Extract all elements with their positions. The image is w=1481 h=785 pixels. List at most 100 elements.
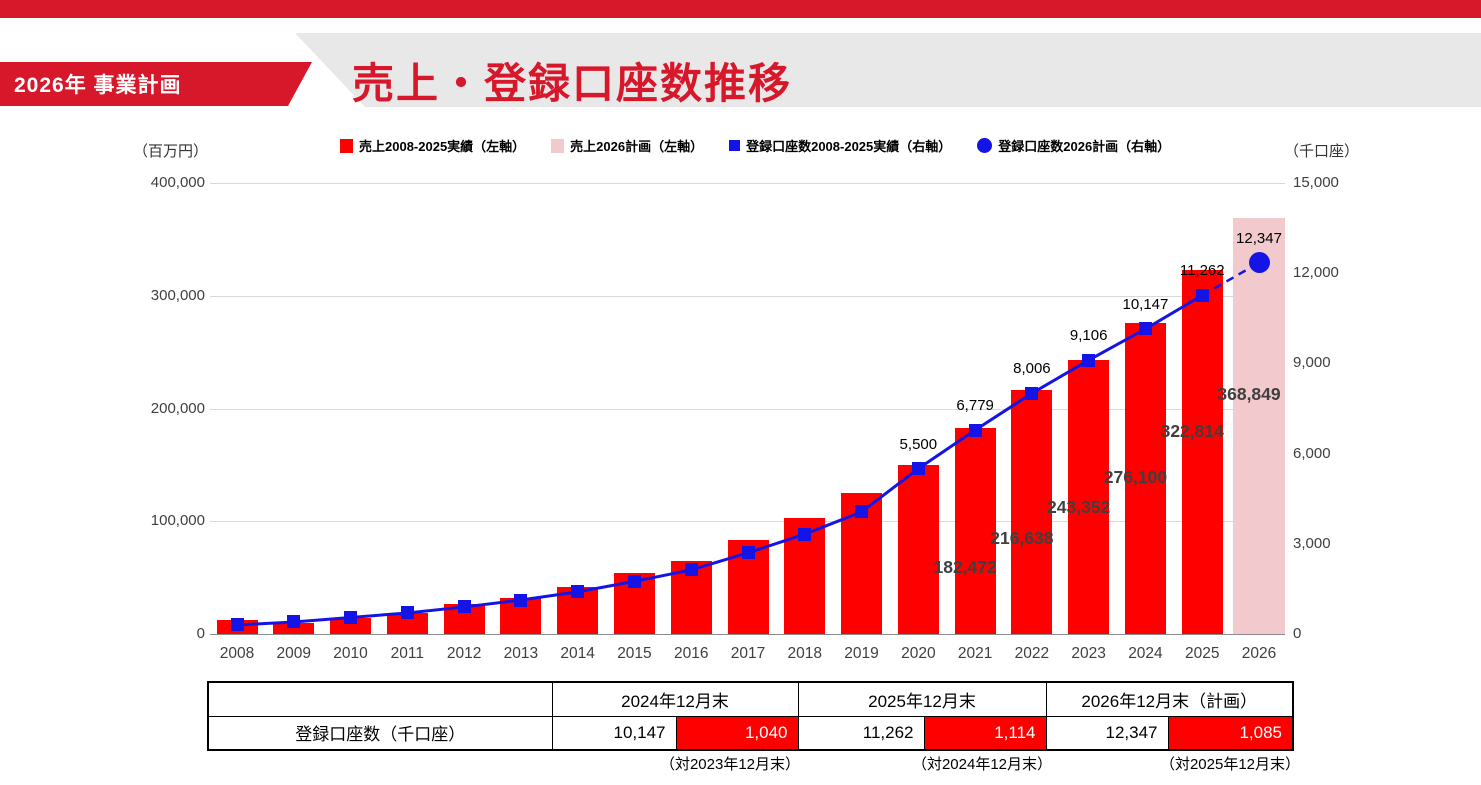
sales-value-label-2022: 216,638 xyxy=(990,528,1054,548)
sales-bar-2011 xyxy=(386,613,428,634)
legend-item-accounts-actual: 登録口座数2008-2025実績（右軸） xyxy=(729,136,951,155)
x-axis-label-2008: 2008 xyxy=(219,645,255,662)
x-axis-label-2021: 2021 xyxy=(957,645,993,662)
accounts-marker-2022 xyxy=(1025,386,1039,400)
sales-bar-2024 xyxy=(1124,322,1166,634)
blue-square-swatch-icon xyxy=(729,140,741,151)
sales-value-label-2025: 322,814 xyxy=(1160,421,1224,441)
table-row-label: 登録口座数（千口座） xyxy=(207,715,553,751)
x-axis-label-2012: 2012 xyxy=(446,645,482,662)
left-axis-tick: 0 xyxy=(196,625,205,642)
right-axis-tick: 15,000 xyxy=(1293,174,1339,191)
legend-label: 登録口座数2008-2025実績（右軸） xyxy=(746,139,952,154)
accounts-marker-2023 xyxy=(1082,353,1096,367)
x-axis-label-2018: 2018 xyxy=(787,645,822,662)
gridline xyxy=(210,521,1285,523)
x-axis-label-2017: 2017 xyxy=(730,645,766,662)
accounts-marker-2017 xyxy=(741,546,755,560)
x-axis-line xyxy=(210,634,1285,635)
legend-item-sales-actual: 売上2008-2025実績（左軸） xyxy=(340,136,525,155)
plan-ribbon: 2026年 事業計画 xyxy=(0,62,312,106)
title-banner xyxy=(295,33,1481,107)
left-axis-tick: 300,000 xyxy=(150,286,205,304)
x-axis-label-2016: 2016 xyxy=(673,645,709,662)
sales-bar-2020 xyxy=(897,464,939,634)
table-header-2025: 2025年12月末 xyxy=(797,681,1047,717)
chart-legend: 売上2008-2025実績（左軸） 売上2026計画（左軸） 登録口座数2008… xyxy=(340,136,1170,155)
x-axis-label-2022: 2022 xyxy=(1014,645,1050,662)
legend-item-accounts-plan: 登録口座数2026計画（右軸） xyxy=(977,136,1170,155)
sales-value-label-2024: 276,100 xyxy=(1103,467,1168,487)
pink-square-swatch-icon xyxy=(551,138,565,153)
accounts-2024-total: 10,147 xyxy=(551,715,677,751)
legend-item-sales-plan: 売上2026計画（左軸） xyxy=(551,136,703,155)
red-square-swatch-icon xyxy=(340,138,353,153)
accounts-marker-2015 xyxy=(627,574,641,588)
sales-bar-2023 xyxy=(1068,359,1110,634)
accounts-marker-2016 xyxy=(684,563,698,577)
sales-bar-2025 xyxy=(1181,270,1223,634)
accounts-marker-2020 xyxy=(911,462,925,476)
legend-label: 登録口座数2026計画（右軸） xyxy=(998,139,1171,154)
accounts-value-label-2021: 6,779 xyxy=(956,397,994,415)
accounts-marker-2018 xyxy=(798,527,812,541)
top-red-bar xyxy=(0,0,1481,18)
accounts-value-label-2026: 12,347 xyxy=(1236,229,1282,247)
accounts-value-label-2023: 9,106 xyxy=(1069,327,1108,345)
x-axis-label-2019: 2019 xyxy=(844,645,879,662)
accounts-marker-2010 xyxy=(344,610,358,624)
x-axis-label-2026: 2026 xyxy=(1241,645,1277,662)
right-axis-tick: 0 xyxy=(1293,625,1302,642)
ribbon-label: 2026年 事業計画 xyxy=(14,74,182,97)
sales-value-label-2021: 182,472 xyxy=(933,557,997,577)
x-axis-label-2014: 2014 xyxy=(560,645,595,662)
footnote-vs-2023: （対2023年12月末） xyxy=(659,756,801,773)
sales-bar-2021 xyxy=(954,428,996,634)
accounts-table: 2024年12月末 2025年12月末 2026年12月末（計画） 登録口座数（… xyxy=(207,681,1294,751)
x-axis-label-2013: 2013 xyxy=(503,645,539,662)
right-axis-tick: 6,000 xyxy=(1293,444,1331,462)
legend-label: 売上2008-2025実績（左軸） xyxy=(359,139,526,154)
table-corner-cell xyxy=(207,681,553,717)
accounts-marker-2014 xyxy=(571,585,585,599)
accounts-2024-delta: 1,040 xyxy=(675,715,799,751)
right-axis-caption: （千口座） xyxy=(1284,143,1360,160)
legend-label: 売上2026計画（左軸） xyxy=(570,139,704,154)
accounts-marker-2011 xyxy=(400,606,414,620)
left-axis-tick: 200,000 xyxy=(150,399,205,417)
footnote-vs-2025: （対2025年12月末） xyxy=(1159,756,1301,773)
x-axis-label-2024: 2024 xyxy=(1128,645,1163,662)
table-data-row: 登録口座数（千口座） 10,147 1,040 11,262 1,114 12,… xyxy=(207,715,1294,751)
accounts-2025-total: 11,262 xyxy=(797,715,925,751)
footnote-vs-2024: （対2024年12月末） xyxy=(911,756,1053,773)
table-header-row: 2024年12月末 2025年12月末 2026年12月末（計画） xyxy=(207,681,1294,717)
sales-bar-2022 xyxy=(1011,389,1053,634)
accounts-2026-delta: 1,085 xyxy=(1167,715,1294,751)
left-axis-caption: （百万円） xyxy=(133,143,209,160)
accounts-value-label-2020: 5,500 xyxy=(899,435,938,453)
sales-value-label-2026: 368,849 xyxy=(1217,384,1281,404)
accounts-value-label-2022: 8,006 xyxy=(1013,360,1051,378)
accounts-value-label-2024: 10,147 xyxy=(1122,295,1169,313)
right-axis-tick: 3,000 xyxy=(1293,534,1331,552)
accounts-marker-2012 xyxy=(457,600,471,614)
accounts-plan-marker-2026 xyxy=(1248,252,1270,274)
x-axis-label-2020: 2020 xyxy=(901,645,936,662)
gridline xyxy=(210,408,1285,410)
accounts-2026-total: 12,347 xyxy=(1045,715,1169,751)
sales-value-label-2023: 243,352 xyxy=(1047,497,1111,517)
blue-circle-swatch-icon xyxy=(977,138,993,153)
accounts-marker-2025 xyxy=(1195,288,1209,302)
left-axis-tick: 100,000 xyxy=(150,512,205,530)
table-header-2026: 2026年12月末（計画） xyxy=(1045,681,1294,717)
x-axis-label-2025: 2025 xyxy=(1184,645,1220,662)
x-axis-label-2010: 2010 xyxy=(333,645,368,662)
left-axis-tick: 400,000 xyxy=(150,174,205,191)
table-header-2024: 2024年12月末 xyxy=(551,681,799,717)
accounts-marker-2008 xyxy=(230,618,244,632)
sales-plan-bar-2026 xyxy=(1233,218,1285,634)
accounts-marker-2019 xyxy=(855,505,869,519)
